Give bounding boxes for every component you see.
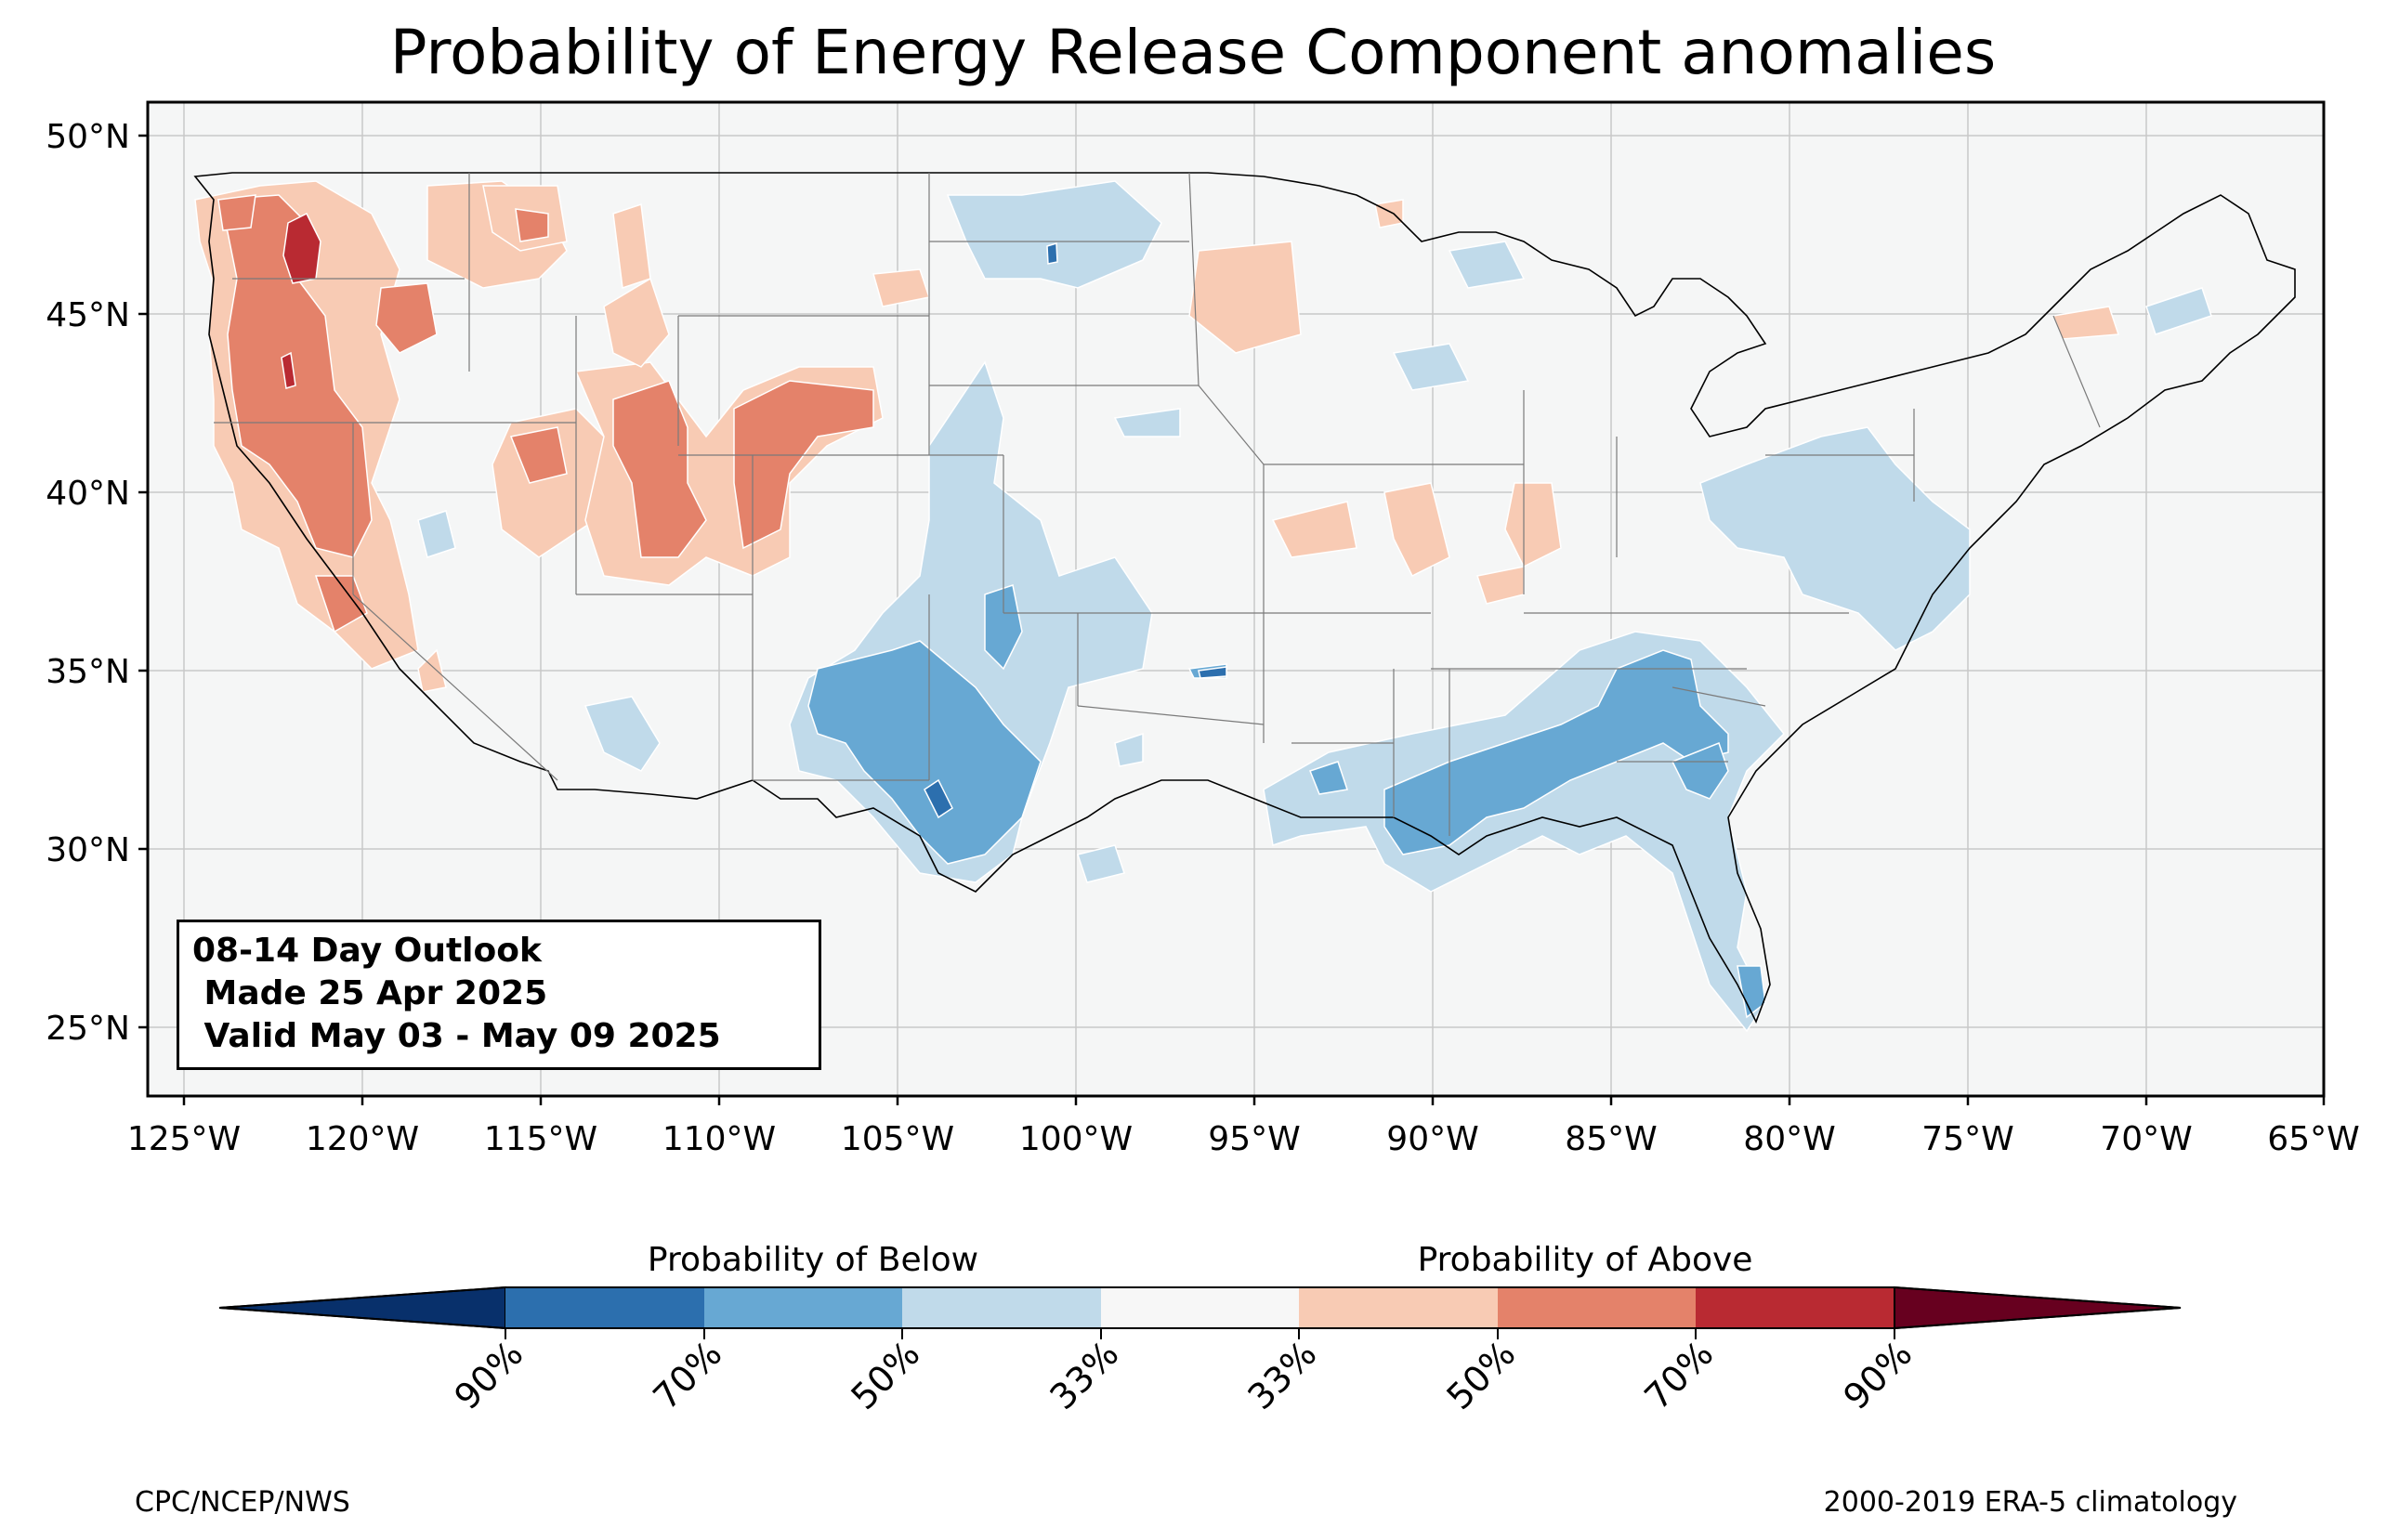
outlook-period: 08-14 Day Outlook: [192, 932, 542, 970]
colorbar-segment: [1498, 1287, 1696, 1328]
nd-below-70: [1046, 242, 1058, 265]
lat-tick-label: 45°N: [46, 296, 130, 334]
lon-tick-label: 95°W: [1208, 1120, 1300, 1158]
lon-tick-label: 100°W: [1019, 1120, 1133, 1158]
colorbar-tick-label: 50%: [1439, 1333, 1524, 1417]
lat-tick-label: 30°N: [46, 831, 130, 869]
oregon-above-70: [281, 351, 296, 389]
wa-above-50: [217, 194, 256, 231]
tick-marks: [138, 134, 2326, 1105]
lat-tick-label: 50°N: [46, 118, 130, 156]
colorbar-segment: [704, 1287, 902, 1328]
colorbar-tick-label: 90%: [1836, 1333, 1921, 1417]
texas-below-33: [1077, 844, 1125, 883]
colorbar-tick-labels: 90% 70% 50% 33% 33% 50% 70% 90%: [447, 1333, 1921, 1417]
credit-agency: CPC/NCEP/NWS: [135, 1486, 350, 1519]
above-50-regions: [217, 194, 874, 633]
credit-climatology: 2000-2019 ERA-5 climatology: [1823, 1486, 2237, 1519]
map-title: Probability of Energy Release Component …: [389, 17, 1997, 88]
lat-tick-label: 35°N: [46, 653, 130, 691]
idaho-above-50: [515, 208, 549, 242]
arkansas-below-50: [1309, 761, 1348, 795]
ok-below-50: [984, 584, 1023, 671]
colorbar-below-label: Probability of Below: [647, 1241, 979, 1279]
valid-dates: Valid May 03 - May 09 2025: [192, 1017, 721, 1055]
colorbar-tick-label: 50%: [844, 1333, 928, 1417]
oregon-coast-above-33: [417, 648, 447, 693]
lat-tick-label: 40°N: [46, 475, 130, 513]
nm-tx-below-50: [807, 640, 1042, 865]
colorbar-segment: [1101, 1287, 1299, 1328]
oregon-above-50: [375, 282, 438, 354]
nebraska-below-33: [1113, 408, 1181, 437]
lon-tick-label: 110°W: [662, 1120, 776, 1158]
colorbar-tick-label: 70%: [1637, 1333, 1722, 1417]
below-70-regions: [924, 242, 1227, 819]
us-outline: [193, 172, 2296, 1024]
carolina-below-50: [1671, 742, 1729, 800]
colorbar: [218, 1286, 2182, 1339]
lat-labels: 50°N 45°N 40°N 35°N 30°N 25°N: [46, 118, 130, 1048]
mi-below-33: [1448, 241, 1526, 289]
lon-tick-label: 80°W: [1743, 1120, 1835, 1158]
lat-tick-label: 25°N: [46, 1010, 130, 1048]
mississippi-below-33: [1114, 732, 1144, 767]
gulf-coast-below-50: [1383, 649, 1729, 855]
colorbar-segment: [902, 1287, 1101, 1328]
colorbar-tick-label: 70%: [646, 1333, 730, 1417]
mid-atlantic-below-33: [1699, 426, 1971, 651]
wyoming-above-33: [603, 277, 670, 368]
indiana-above-33: [1504, 482, 1562, 568]
south-dakota-above-33: [1188, 241, 1302, 354]
colorbar-segment: [1696, 1287, 1894, 1328]
ok-below-70: [1198, 666, 1227, 679]
lon-tick-label: 125°W: [127, 1120, 241, 1158]
state-borders: [214, 172, 2101, 836]
lon-tick-label: 65°W: [2267, 1120, 2359, 1158]
lon-tick-label: 90°W: [1386, 1120, 1478, 1158]
outlook-info-box: 08-14 Day Outlook Made 25 Apr 2025 Valid…: [177, 920, 821, 1070]
lon-tick-label: 105°W: [841, 1120, 954, 1158]
colorbar-tick-label: 90%: [447, 1333, 531, 1417]
colorbar-extend-low: [218, 1286, 506, 1330]
great-lakes-above-33: [1374, 199, 1404, 228]
colorbar-segment: [505, 1287, 704, 1328]
colorbar-above-label: Probability of Above: [1417, 1241, 1753, 1279]
iowa-above-33: [1271, 501, 1357, 558]
made-date: Made 25 Apr 2025: [192, 974, 548, 1012]
lon-tick-label: 85°W: [1565, 1120, 1657, 1158]
mt-above-33-b: [612, 202, 651, 290]
new-england-below-33: [2145, 287, 2212, 335]
map-frame: [146, 100, 2326, 1098]
colorbar-segment: [1299, 1287, 1498, 1328]
minnesota-below-33: [1392, 343, 1470, 391]
nevada-above-50: [509, 426, 568, 484]
lon-tick-label: 115°W: [484, 1120, 597, 1158]
north-dakota-below-33: [946, 180, 1162, 289]
ca-above-50: [314, 575, 368, 633]
colorbar-tick-label: 33%: [1042, 1333, 1127, 1417]
florida-below-50: [1737, 965, 1766, 1019]
below-50-regions: [807, 584, 1766, 1019]
lon-tick-label: 120°W: [306, 1120, 419, 1158]
lon-tick-label: 75°W: [1921, 1120, 2013, 1158]
lon-tick-label: 70°W: [2100, 1120, 2192, 1158]
oregon-below-33: [417, 510, 456, 558]
illinois-above-33: [1383, 482, 1450, 578]
arizona-below-33: [583, 696, 661, 772]
colorbar-extend-high: [1894, 1286, 2182, 1330]
colorbar-tick-label: 33%: [1240, 1333, 1325, 1417]
tx-below-70: [924, 778, 953, 819]
lon-labels: 125°W 120°W 115°W 110°W 105°W 100°W 95°W…: [127, 1120, 2360, 1158]
